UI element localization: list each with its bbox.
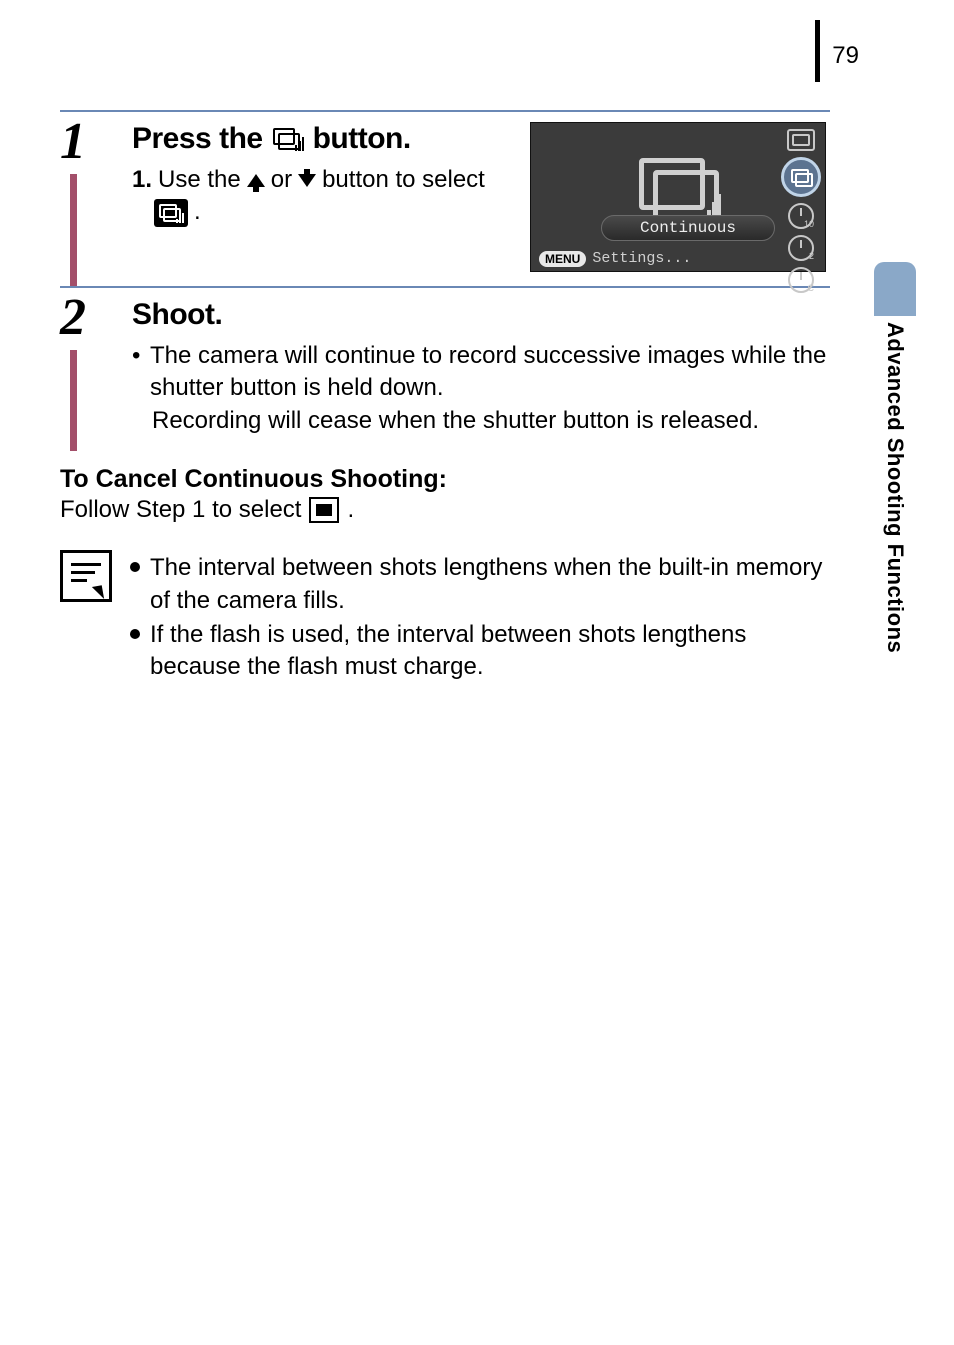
step-1-text: Press the button. 1. Use the or [132, 122, 512, 272]
note-1: The interval between shots lengthens whe… [130, 552, 830, 617]
cancel-title: To Cancel Continuous Shooting: [60, 465, 830, 494]
single-shot-icon [787, 129, 815, 151]
note-1-text: The interval between shots lengthens whe… [150, 552, 830, 617]
content: 1 Press the button. 1. Use t [60, 110, 830, 684]
step-2-title-text: Shoot. [132, 298, 222, 332]
step-2-line2: Recording will cease when the shutter bu… [132, 405, 830, 437]
step-2-number: 2 [60, 292, 86, 344]
timer-c-icon: C [788, 267, 814, 293]
step-1-row: Press the button. 1. Use the or [132, 122, 830, 272]
side-tab-color [874, 262, 916, 316]
step-1-number: 1 [60, 116, 86, 168]
side-tab-label: Advanced Shooting Functions [882, 322, 908, 653]
step-2-title: Shoot. [132, 298, 830, 332]
step-2-bullet-line1: The camera will continue to record succe… [150, 342, 826, 401]
step-1-sub-num: 1. [132, 164, 152, 196]
menu-badge: MENU [539, 251, 586, 267]
screenshot-bottom-row: MENU Settings... [539, 250, 691, 267]
step-1-title-post: button. [313, 122, 411, 156]
note-list: The interval between shots lengthens whe… [130, 550, 830, 684]
note-icon [60, 550, 112, 602]
cancel-line: Follow Step 1 to select . [60, 496, 830, 524]
step-2-body: Shoot. • The camera will continue to rec… [118, 288, 830, 451]
step-1-sub-line2: . [132, 196, 512, 228]
bullet-disc [130, 629, 140, 639]
cancel-block: To Cancel Continuous Shooting: Follow St… [60, 465, 830, 524]
step-num-col-2: 2 [60, 288, 118, 451]
step-1-title: Press the button. [132, 122, 512, 156]
side-tab-label-wrap: Advanced Shooting Functions [874, 322, 916, 702]
page-number: 79 [832, 20, 859, 70]
step-accent-bar-2 [70, 350, 77, 451]
step-1-sub-end: . [194, 196, 201, 228]
step-1-title-pre: Press the [132, 122, 263, 156]
step-num-col: 1 [60, 112, 118, 286]
side-tab: Advanced Shooting Functions [874, 262, 916, 702]
single-frame-icon [309, 497, 339, 523]
screenshot-mode-label: Continuous [601, 215, 775, 241]
timer-10-icon: 10 [788, 203, 814, 229]
screenshot-right-icons: 10 2 C [783, 129, 819, 293]
bullet-disc [130, 562, 140, 572]
selected-burst-icon [781, 157, 821, 197]
burst-mode-box-icon [154, 199, 188, 227]
burst-icon [273, 128, 303, 150]
page: 79 Advanced Shooting Functions 1 Press t… [0, 0, 954, 1345]
page-number-block: 79 [815, 20, 859, 82]
note-2-text: If the flash is used, the interval betwe… [150, 619, 830, 684]
arrow-down-icon [298, 174, 316, 187]
step-1-body: Press the button. 1. Use the or [118, 112, 830, 286]
step-1-sub-line1: 1. Use the or button to select [132, 164, 512, 196]
timer-2-icon: 2 [788, 235, 814, 261]
step-1-sub-b: button to select [322, 164, 485, 196]
screenshot-center-burst-icon [639, 158, 717, 218]
step-1-sub-a: Use the [158, 164, 241, 196]
screenshot-mode-text: Continuous [640, 219, 736, 237]
camera-screenshot: 10 2 C Continuous MENU [530, 122, 826, 272]
step-2-bullet-text: The camera will continue to record succe… [150, 340, 830, 405]
step-2: 2 Shoot. • The camera will continue to r… [60, 286, 830, 451]
step-accent-bar [70, 174, 77, 286]
step-2-bullet: • The camera will continue to record suc… [132, 340, 830, 405]
cancel-line-a: Follow Step 1 to select [60, 496, 301, 524]
step-1: 1 Press the button. 1. Use t [60, 110, 830, 286]
settings-text: Settings... [592, 250, 691, 267]
screenshot-wrap: 10 2 C Continuous MENU [530, 122, 830, 272]
arrow-up-icon [247, 174, 265, 187]
bullet-dot: • [132, 340, 140, 405]
note-block: The interval between shots lengthens whe… [60, 550, 830, 684]
cancel-line-end: . [347, 496, 354, 524]
note-2: If the flash is used, the interval betwe… [130, 619, 830, 684]
page-number-rule [815, 20, 820, 82]
step-1-sub-or: or [271, 164, 292, 196]
step-1-sub: 1. Use the or button to select . [132, 164, 512, 229]
